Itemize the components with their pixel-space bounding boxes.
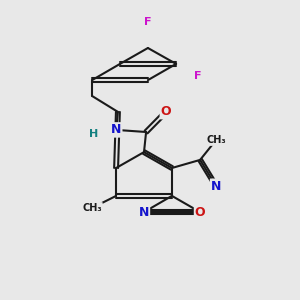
Text: N: N [211, 179, 221, 193]
Text: H: H [89, 129, 98, 139]
Text: N: N [139, 206, 149, 219]
Text: F: F [194, 71, 202, 81]
Text: O: O [160, 105, 171, 119]
Text: H: H [89, 129, 98, 139]
Text: CH₃: CH₃ [82, 203, 102, 213]
Text: F: F [144, 17, 152, 27]
Text: CH₃: CH₃ [206, 135, 226, 145]
Text: N: N [111, 123, 121, 136]
Text: O: O [195, 206, 206, 219]
Text: N: N [111, 123, 121, 136]
